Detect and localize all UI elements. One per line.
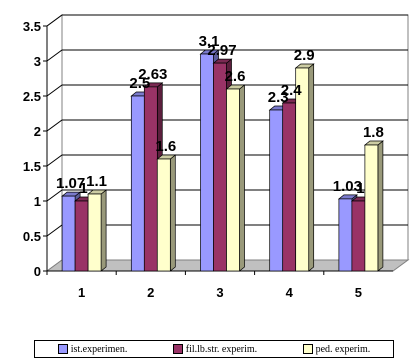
data-label: 1.03 xyxy=(333,178,362,195)
legend-label-3: ped. experim. xyxy=(315,343,371,355)
data-label: 3.1 xyxy=(199,33,220,50)
legend-label-2: fil.lb.str. experim. xyxy=(185,343,258,355)
x-tick-label: 5 xyxy=(355,285,362,300)
x-tick-label: 4 xyxy=(286,285,294,300)
bar-front xyxy=(74,200,89,272)
data-label: 1.07 xyxy=(56,175,85,192)
bar-front xyxy=(295,67,310,272)
bar-front xyxy=(61,195,76,272)
bar xyxy=(225,84,246,272)
bar-front xyxy=(282,102,297,272)
gridline xyxy=(46,49,408,62)
bar-front xyxy=(364,144,379,272)
x-tick-label: 3 xyxy=(216,285,223,300)
legend: ist.experimen. fil.lb.str. experim. ped.… xyxy=(34,340,394,358)
data-label: 1.1 xyxy=(86,173,107,190)
data-label: 2.6 xyxy=(225,68,246,85)
bar-side xyxy=(377,140,384,272)
bar-front xyxy=(226,88,240,272)
x-tick-label: 1 xyxy=(78,285,85,300)
y-tick-label: 1.5 xyxy=(23,159,41,174)
y-tick-label: 0.5 xyxy=(23,229,41,244)
legend-swatch-1 xyxy=(57,344,68,354)
data-label: 1 xyxy=(356,180,364,197)
gridline xyxy=(46,14,408,27)
bar-front xyxy=(200,53,214,272)
data-label: 2.3 xyxy=(268,89,289,106)
data-label: 2.63 xyxy=(138,66,167,83)
bar-side xyxy=(308,63,315,272)
bar-front xyxy=(87,193,102,272)
legend-item-1: ist.experimen. xyxy=(57,343,128,355)
side-wall xyxy=(46,14,63,272)
bar-front xyxy=(338,198,353,272)
y-tick-label: 2.5 xyxy=(23,89,41,104)
data-label: 2.9 xyxy=(294,47,315,64)
y-tick-label: 3.5 xyxy=(23,19,41,34)
bar-front xyxy=(156,158,171,272)
bar-side xyxy=(100,189,107,272)
legend-item-2: fil.lb.str. experim. xyxy=(172,343,258,355)
gridline xyxy=(46,84,408,97)
bar-side xyxy=(169,154,176,272)
data-label: 2.97 xyxy=(207,42,236,59)
chart-area: 00.511.522.533.51 2 3 4 51.0711.12.52.631.63… xyxy=(23,14,410,300)
data-labels: 1.0711.12.52.631.63.12.972.62.32.42.91.0… xyxy=(56,33,384,197)
bar-side xyxy=(239,84,245,272)
y-tick-label: 3 xyxy=(34,54,41,69)
y-tick-label: 1 xyxy=(34,194,41,209)
bars xyxy=(61,49,384,272)
bar-front xyxy=(143,86,158,272)
y-tick-label: 0 xyxy=(34,264,41,279)
data-label: 1 xyxy=(79,180,87,197)
legend-swatch-2 xyxy=(172,344,183,354)
y-tick-label: 2 xyxy=(34,124,41,139)
bar xyxy=(156,154,177,272)
bar-front xyxy=(130,95,145,272)
bar-front xyxy=(213,62,227,272)
bar-front xyxy=(351,200,366,272)
bar xyxy=(294,63,315,272)
bar xyxy=(363,140,384,272)
x-tick-label: 2 xyxy=(147,285,154,300)
data-label: 2.5 xyxy=(129,75,150,92)
data-label: 2.4 xyxy=(281,82,303,99)
legend-item-3: ped. experim. xyxy=(302,343,371,355)
data-label: 1.8 xyxy=(363,124,384,141)
legend-label-1: ist.experimen. xyxy=(70,343,128,355)
data-label: 1.6 xyxy=(155,138,176,155)
bar-front xyxy=(269,109,284,272)
bar xyxy=(87,189,108,272)
legend-swatch-3 xyxy=(302,344,313,354)
